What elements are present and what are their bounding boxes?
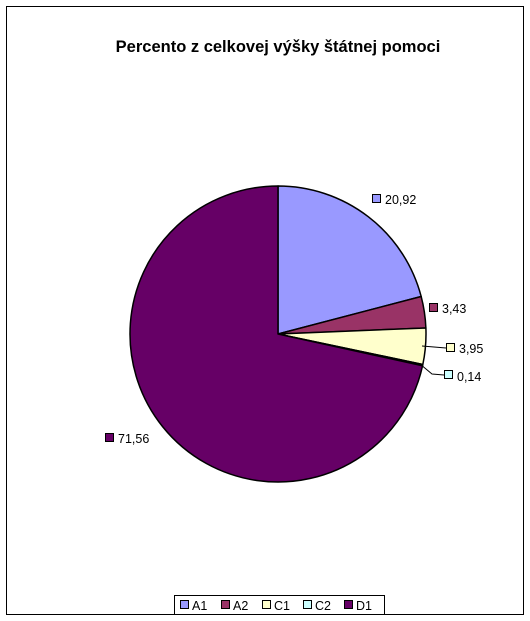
data-label-c1: 3,95	[459, 342, 483, 356]
legend-swatch-c1	[262, 600, 271, 609]
legend-label-d1: D1	[356, 599, 372, 613]
legend-swatch-a2	[221, 600, 230, 609]
data-labels: 20,92 3,43 3,95 0,14 71,56	[105, 193, 483, 446]
data-label-a2: 3,43	[442, 302, 466, 316]
pie-slices	[129, 185, 427, 483]
legend-label-a2: A2	[233, 599, 248, 613]
legend-label-c1: C1	[274, 599, 290, 613]
chart-title: Percento z celkovej výšky štátnej pomoci	[116, 38, 441, 56]
data-label-swatch-a2	[429, 303, 438, 312]
data-label-swatch-d1	[105, 433, 114, 442]
legend-swatch-c2	[303, 600, 312, 609]
data-label-a1: 20,92	[385, 193, 416, 207]
data-label-swatch-c2	[444, 370, 453, 379]
data-label-swatch-c1	[446, 343, 455, 352]
data-label-d1: 71,56	[118, 432, 149, 446]
legend-swatch-a1	[180, 600, 189, 609]
leader-line-c2	[419, 363, 445, 376]
legend-swatch-d1	[344, 600, 353, 609]
leader-line-c1	[421, 345, 447, 349]
legend-label-c2: C2	[315, 599, 331, 613]
legend-label-a1: A1	[192, 599, 207, 613]
pie-slice-d1	[129, 185, 424, 483]
leader-lines	[419, 345, 447, 376]
legend: A1 A2 C1 C2 D1	[180, 599, 372, 613]
data-label-swatch-a1	[372, 194, 381, 203]
pie-slice-a1	[277, 185, 422, 335]
data-label-c2: 0,14	[457, 370, 481, 384]
